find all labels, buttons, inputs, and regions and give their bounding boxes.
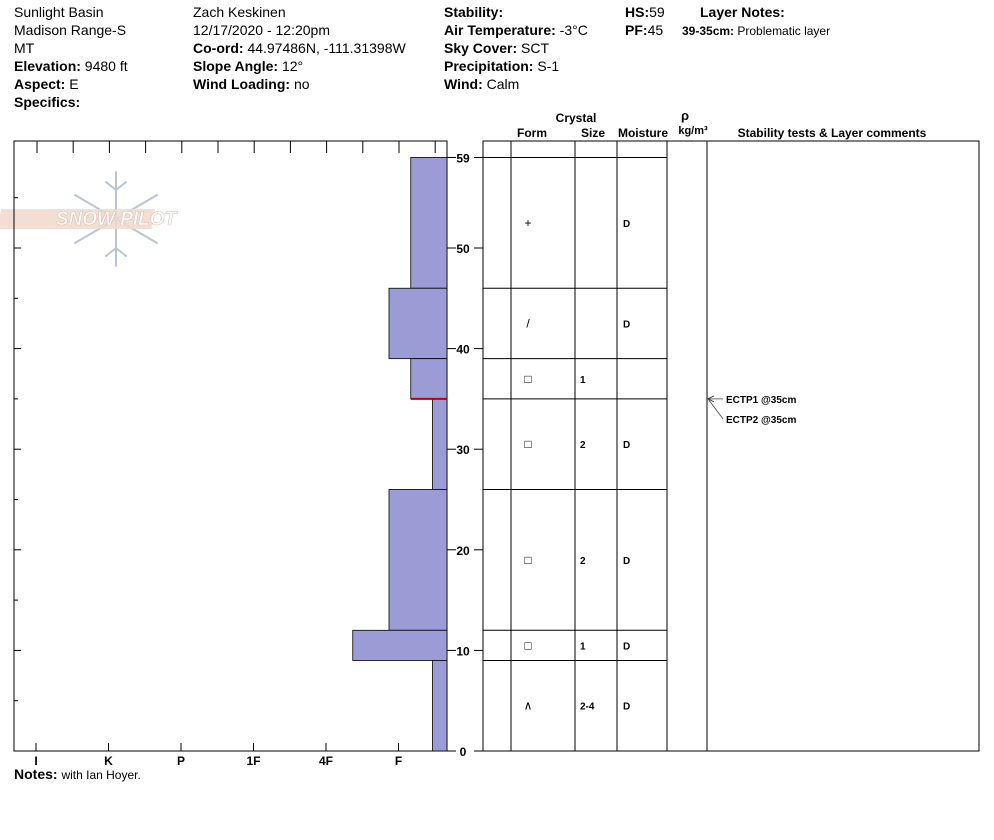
slope-value: 12° xyxy=(281,58,304,74)
precip-value: S-1 xyxy=(537,58,560,74)
grain-form-symbol: / xyxy=(526,316,530,330)
density-header: ρ xyxy=(681,108,689,123)
moisture-code: D xyxy=(623,440,630,451)
logo-banner xyxy=(0,209,156,229)
height-tick-label: 59 xyxy=(456,151,470,165)
stability-test-label: ECTP2 @35cm xyxy=(726,415,796,426)
grain-form-symbol: ∧ xyxy=(524,699,533,713)
coord-value: 44.97486N, -111.31398W xyxy=(247,40,406,56)
layer-note-row: 39-35cm: Problematic layer xyxy=(682,22,830,40)
grain-size: 1 xyxy=(580,641,586,652)
observer-block: Zach Keskinen 12/17/2020 - 12:20pm Co-or… xyxy=(193,3,406,93)
height-tick-label: 10 xyxy=(456,644,470,658)
elevation-row: Elevation: 9480 ft xyxy=(14,58,128,74)
layer-note-text: Problematic layer xyxy=(737,24,831,38)
hardness-bar-4 xyxy=(388,489,448,631)
moisture-code: D xyxy=(623,319,630,330)
hs-pf-block: HS:59 PF:45 xyxy=(625,3,665,39)
stability-test-label: ECTP1 @35cm xyxy=(726,395,796,406)
height-tick-label: 40 xyxy=(456,343,470,357)
air-temp-row: Air Temperature: -3°C xyxy=(444,22,588,38)
notes-row: Notes: with Ian Hoyer. xyxy=(14,766,141,782)
height-tick-label: 30 xyxy=(456,443,470,457)
size-header: Size xyxy=(581,126,605,140)
hardness-tick-label: 1F xyxy=(246,754,260,768)
location-name: Sunlight Basin xyxy=(14,4,104,20)
height-tick-label: 0 xyxy=(460,745,467,759)
location-block: Sunlight Basin Madison Range-S MT Elevat… xyxy=(14,3,128,111)
moisture-code: D xyxy=(623,219,630,230)
conditions-block: Stability: Air Temperature: -3°C Sky Cov… xyxy=(444,3,588,93)
wind-loading-row: Wind Loading: no xyxy=(193,76,310,92)
notes-value: with Ian Hoyer. xyxy=(61,768,141,782)
form-header: Form xyxy=(517,126,547,140)
layer-note-range: 39-35cm: xyxy=(682,24,735,38)
moisture-code: D xyxy=(623,641,630,652)
moisture-code: D xyxy=(623,702,630,713)
coord-row: Co-ord: 44.97486N, -111.31398W xyxy=(193,40,406,56)
grain-size: 2-4 xyxy=(580,702,595,713)
layer-notes-title: Layer Notes: xyxy=(700,4,785,20)
height-tick-label: 50 xyxy=(456,242,470,256)
height-tick-label: 20 xyxy=(456,544,470,558)
grain-form-symbol: □ xyxy=(524,638,531,652)
slope-row: Slope Angle: 12° xyxy=(193,58,304,74)
pf-row: PF:45 xyxy=(625,22,664,38)
snowpilot-logo: SNOW PILOT xyxy=(0,171,178,267)
hardness-bar-5 xyxy=(352,629,448,661)
wind-value: Calm xyxy=(486,76,520,92)
hardness-bar-1 xyxy=(388,287,448,360)
moisture-code: D xyxy=(623,556,630,567)
air-temp-value: -3°C xyxy=(559,22,588,38)
density-unit-header: kg/m³ xyxy=(678,125,708,137)
grain-form-symbol: □ xyxy=(524,437,531,451)
aspect-value: E xyxy=(69,76,79,92)
layer-table-frame xyxy=(482,140,980,752)
pf-value: 45 xyxy=(647,22,664,38)
logo-text: SNOW PILOT xyxy=(56,209,178,230)
wind-loading-value: no xyxy=(293,76,310,92)
grain-form-symbol: + xyxy=(524,216,531,230)
hs-value: 59 xyxy=(649,4,665,20)
aspect-row: Aspect: E xyxy=(14,76,79,92)
hardness-bar-3 xyxy=(432,398,448,490)
grain-size: 2 xyxy=(580,556,586,567)
sky-row: Sky Cover: SCT xyxy=(444,40,550,56)
obs-datetime: 12/17/2020 - 12:20pm xyxy=(193,22,330,38)
hardness-bar-6 xyxy=(432,660,448,752)
specifics-row: Specifics: xyxy=(14,94,81,110)
wind-row: Wind: Calm xyxy=(444,76,520,92)
hardness-tick-label: K xyxy=(104,754,113,768)
crystal-header: Crystal xyxy=(556,111,597,125)
layer-table-rows: + D / D □ 1 □ 2 D □ 2 D □ 1 D ∧ 2-4 D xyxy=(483,156,667,752)
stability-test-arrowhead xyxy=(707,395,715,403)
state-name: MT xyxy=(14,40,35,56)
hardness-axis: I K P 1F 4F F xyxy=(34,743,402,768)
grain-size: 2 xyxy=(580,440,586,451)
stability-tests: ECTP1 @35cm ECTP2 @35cm xyxy=(707,395,796,426)
height-axis: 0 10 20 30 40 50 59 xyxy=(447,151,483,759)
hs-row: HS:59 xyxy=(625,4,665,20)
range-name: Madison Range-S xyxy=(14,22,127,38)
frame-ticks xyxy=(14,141,436,702)
sky-value: SCT xyxy=(521,40,550,56)
grain-form-symbol: □ xyxy=(524,372,531,386)
hardness-tick-label: F xyxy=(395,754,402,768)
grain-size: 1 xyxy=(580,375,586,386)
hardness-tick-label: 4F xyxy=(319,754,333,768)
hardness-tick-label: P xyxy=(177,754,185,768)
stability-row: Stability: xyxy=(444,4,504,20)
observer-name: Zach Keskinen xyxy=(193,4,286,20)
moisture-header: Moisture xyxy=(618,126,668,140)
hardness-bar-0 xyxy=(410,157,448,289)
precip-row: Precipitation: S-1 xyxy=(444,58,560,74)
hardness-tick-label: I xyxy=(34,754,37,768)
hardness-bar-2 xyxy=(410,358,448,400)
stability-test-pointer xyxy=(707,398,724,420)
stability-header: Stability tests & Layer comments xyxy=(738,126,927,140)
hardness-bars xyxy=(352,157,448,752)
elevation-value: 9480 ft xyxy=(84,58,128,74)
grain-form-symbol: □ xyxy=(524,553,531,567)
